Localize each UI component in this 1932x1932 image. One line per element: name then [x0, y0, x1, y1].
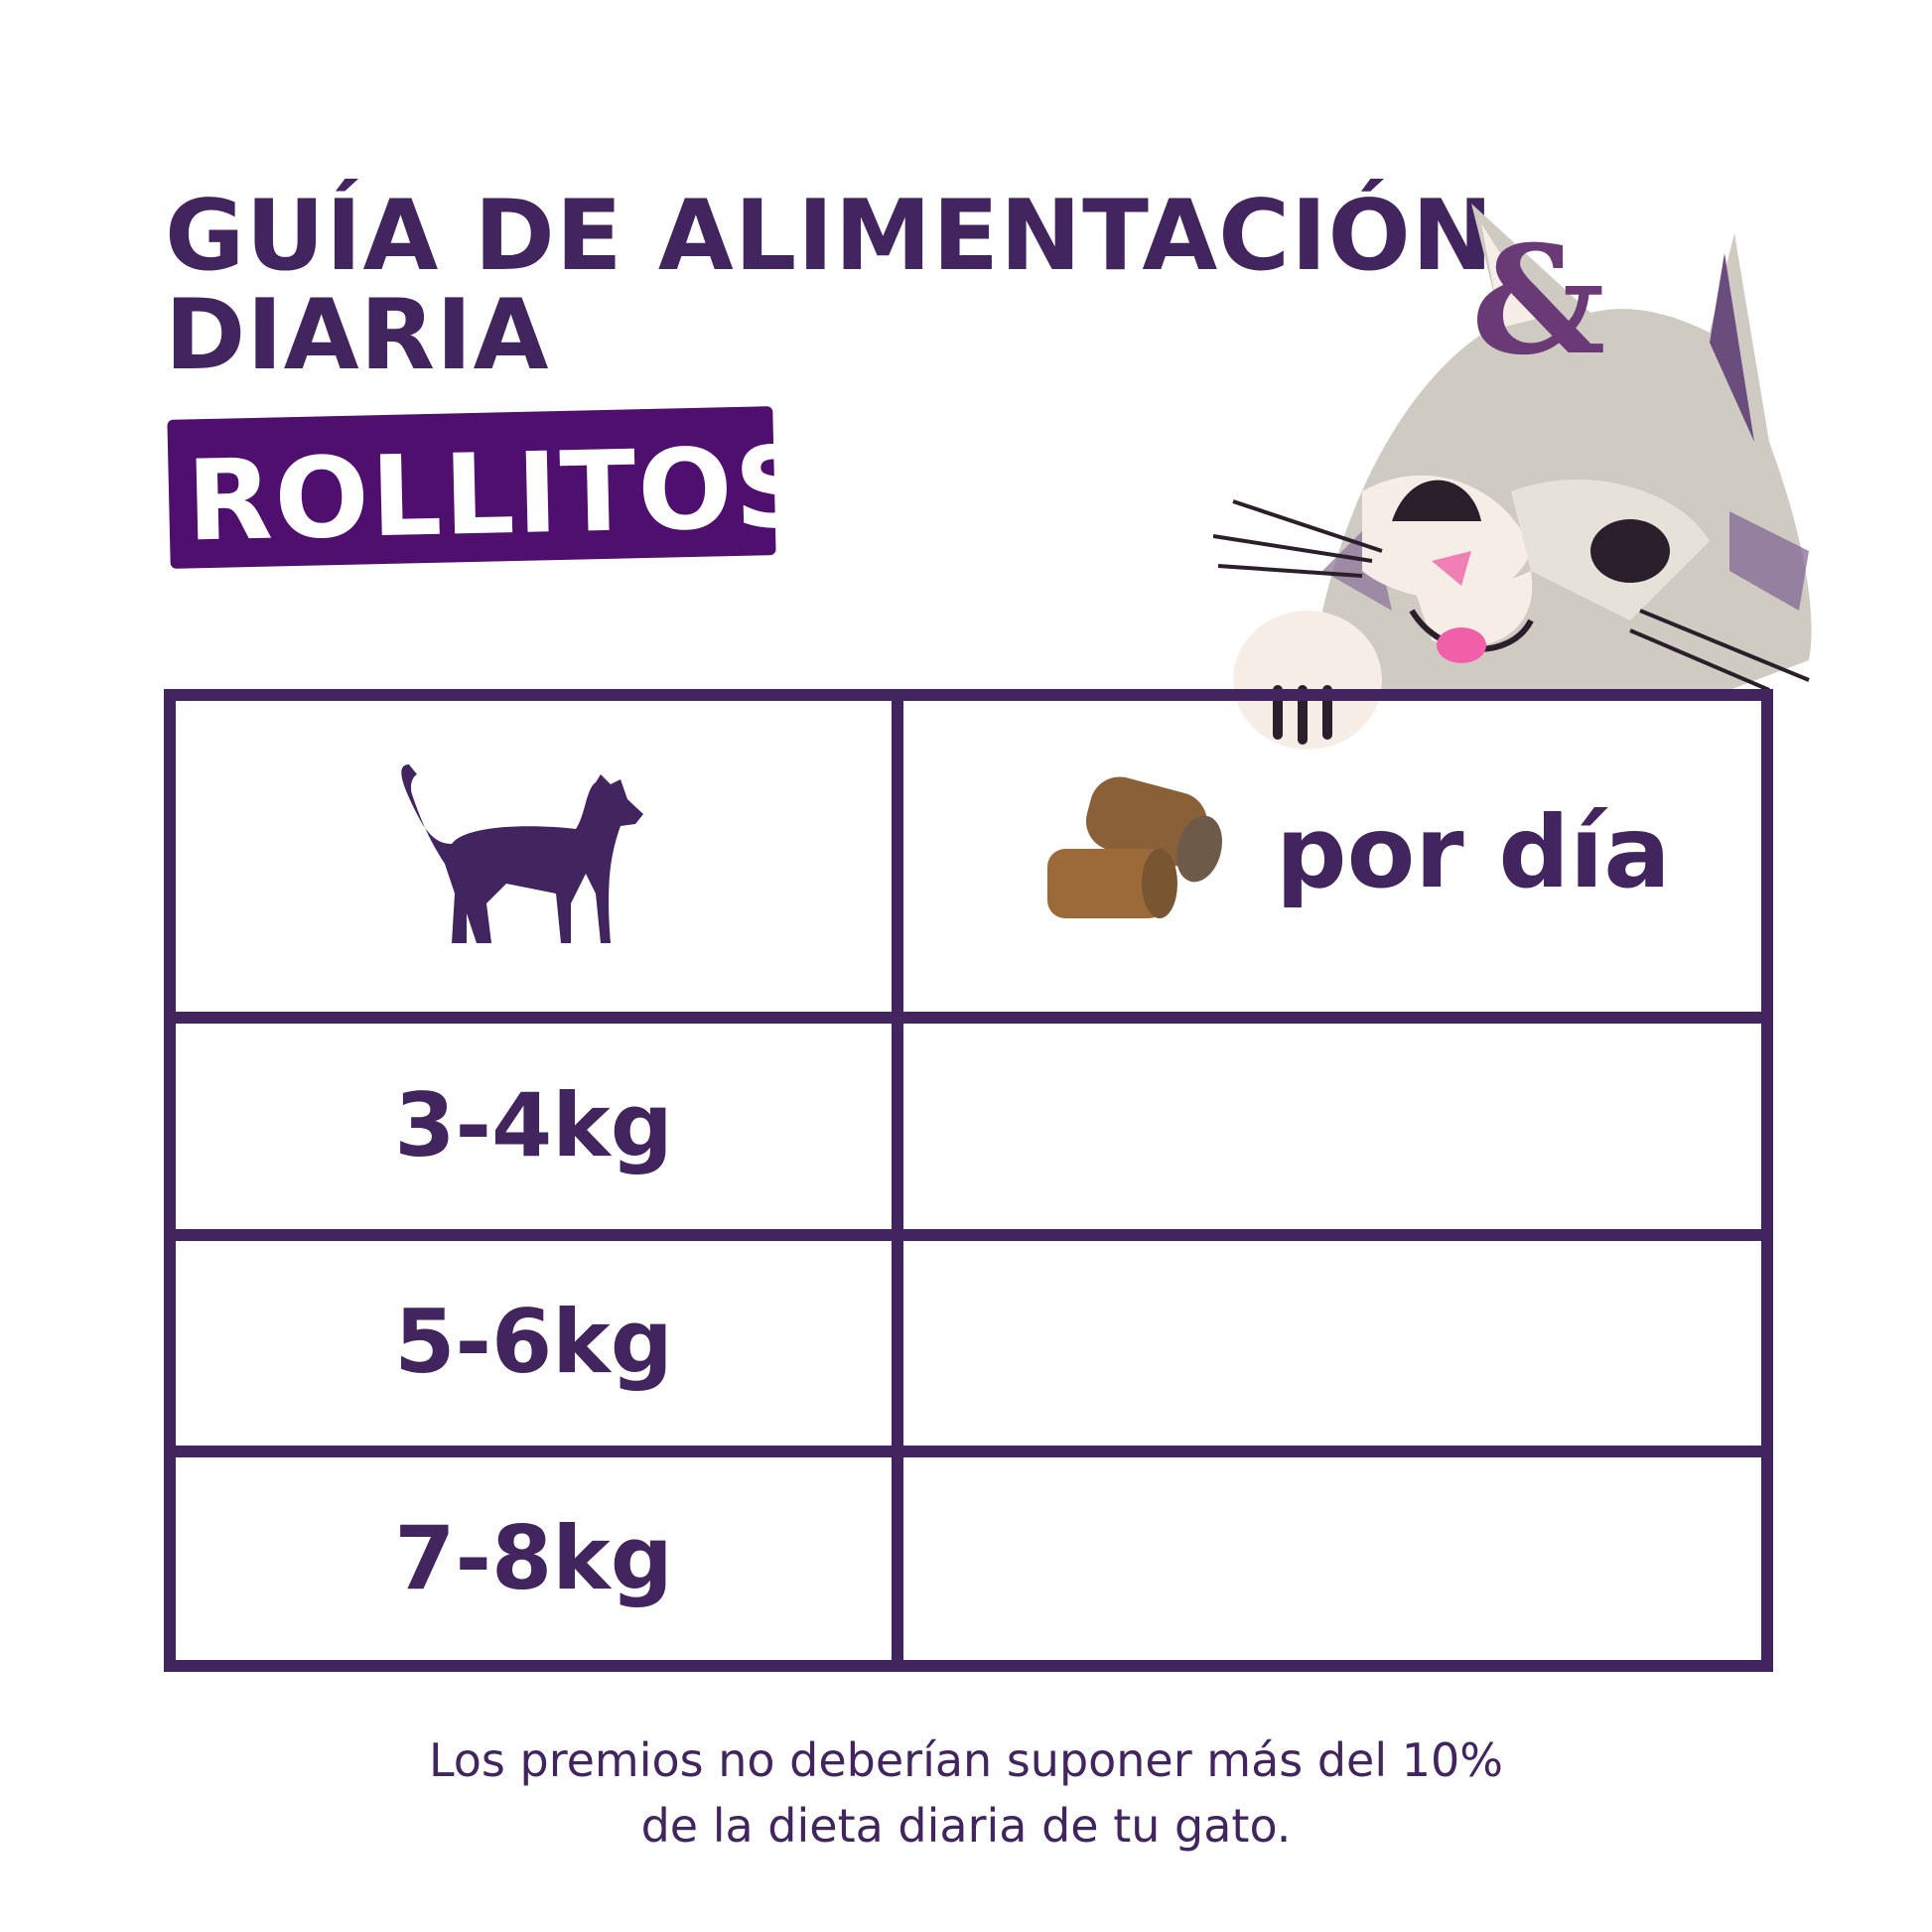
amount-cell — [903, 1024, 1761, 1229]
feeding-table — [164, 689, 1773, 1672]
product-badge: ROLLITOS — [167, 406, 818, 569]
per-day-label: por día — [1276, 794, 1671, 910]
title-line-1: GUÍA DE ALIMENTACIÓN — [165, 180, 1494, 293]
logo-ampersand: & — [1471, 213, 1605, 388]
page-title: GUÍA DE ALIMENTACIÓN DIARIA — [165, 187, 1494, 385]
footer-line-2: de la dieta diaria de tu gato. — [640, 1799, 1292, 1853]
weight-cell: 3-4kg — [394, 1074, 673, 1176]
column-divider — [892, 689, 903, 1672]
footer-note: Los premios no deberían suponer más del … — [0, 1727, 1932, 1859]
treat-rolls-icon — [1047, 776, 1223, 918]
row-divider — [164, 1012, 1773, 1024]
amount-cell — [903, 1457, 1761, 1660]
row-divider — [164, 1446, 1773, 1457]
footer-line-1: Los premios no deberían suponer más del … — [428, 1733, 1504, 1787]
weight-cell: 7-8kg — [394, 1507, 673, 1609]
weight-cell: 5-6kg — [394, 1291, 673, 1393]
title-line-2: DIARIA — [165, 279, 550, 392]
amount-cell — [903, 1241, 1761, 1446]
badge-label: ROLLITOS — [185, 423, 818, 567]
row-divider — [164, 1229, 1773, 1241]
cat-silhouette-icon — [401, 764, 643, 943]
cat-illustration-icon: & — [1213, 204, 1812, 750]
